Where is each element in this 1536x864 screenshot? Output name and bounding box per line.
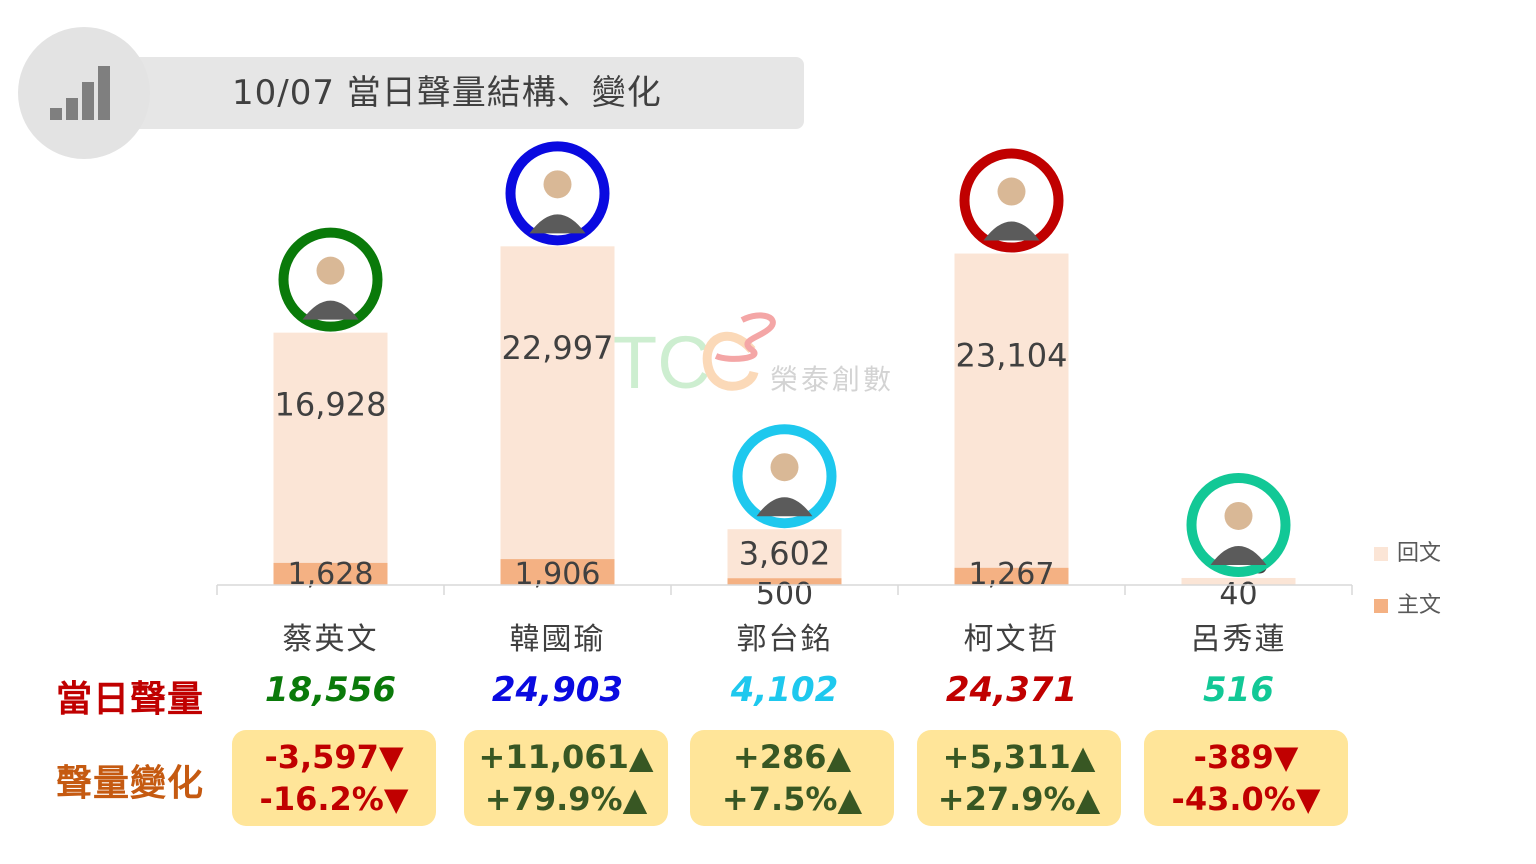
category-label: 郭台銘	[736, 622, 833, 657]
bar-segment-main	[954, 567, 1069, 585]
bar-segment-reply	[954, 253, 1069, 568]
category-label: 蔡英文	[282, 622, 379, 657]
page-title: 10/07 當日聲量結構、變化	[232, 73, 662, 113]
bar-signal-icon	[50, 66, 110, 120]
change-percent: +79.9%▲	[484, 780, 648, 818]
legend-item-main: 主文	[1374, 592, 1441, 620]
candidate-portrait-body	[1210, 545, 1267, 565]
category-label: 呂秀蓮	[1190, 622, 1287, 657]
change-box: +286▲ +7.5%▲	[690, 730, 894, 826]
row-label-change: 聲量變化	[56, 763, 205, 804]
change-box: +5,311▲ +27.9%▲	[917, 730, 1121, 826]
bar-segment-reply	[727, 529, 842, 579]
change-percent: -16.2%▼	[259, 780, 409, 818]
candidate-portrait-body	[529, 214, 586, 234]
data-label-reply: 23,104	[956, 337, 1068, 375]
legend-label-main: 主文	[1397, 593, 1442, 618]
daily-total: 24,903	[491, 670, 624, 710]
change-absolute: -389▼	[1193, 738, 1299, 776]
bar-segment-main	[500, 559, 615, 585]
legend-item-reply: 回文	[1374, 540, 1441, 568]
change-percent: +27.9%▲	[937, 780, 1101, 818]
daily-total: 516	[1203, 670, 1274, 710]
data-label-reply: 3,602	[739, 535, 831, 573]
legend-label-reply: 回文	[1397, 541, 1442, 566]
candidate-portrait-face	[543, 170, 572, 199]
data-label-main: 40	[1219, 577, 1257, 612]
watermark-text: 榮泰創數	[770, 363, 895, 396]
bar-segment-reply	[500, 246, 615, 560]
bar-segment-main	[273, 562, 388, 585]
data-label-main: 1,628	[288, 557, 374, 592]
legend-swatch-main	[1374, 599, 1388, 613]
bar-segment-reply	[1181, 577, 1296, 585]
legend-swatch-reply	[1374, 547, 1388, 561]
change-percent: +7.5%▲	[721, 780, 863, 818]
change-absolute: +11,061▲	[478, 738, 654, 776]
change-absolute: +286▲	[732, 738, 852, 776]
change-box: -3,597▼ -16.2%▼	[232, 730, 436, 826]
change-absolute: -3,597▼	[264, 738, 404, 776]
daily-total: 24,371	[945, 670, 1078, 710]
candidate-portrait-body	[302, 300, 359, 320]
candidate-portrait-body	[983, 221, 1040, 241]
data-label-reply: 22,997	[502, 329, 614, 367]
data-label-reply: 16,928	[275, 386, 387, 424]
bar-segment-reply	[273, 332, 388, 563]
data-label-main: 500	[756, 577, 813, 612]
row-label-total: 當日聲量	[56, 679, 205, 720]
data-label-main: 1,267	[969, 557, 1055, 592]
category-label: 韓國瑜	[509, 622, 606, 657]
bar-segment-main	[727, 578, 842, 585]
daily-total: 4,102	[730, 670, 839, 710]
change-box: -389▼ -43.0%▼	[1144, 730, 1348, 826]
candidate-portrait-body	[756, 497, 813, 517]
daily-total: 18,556	[264, 670, 397, 710]
candidate-portrait-face	[1224, 501, 1253, 530]
candidate-portrait-face	[316, 256, 345, 285]
change-absolute: +5,311▲	[942, 738, 1096, 776]
category-label: 柯文哲	[963, 622, 1060, 657]
data-label-main: 1,906	[515, 557, 601, 592]
chart-legend: 回文 主文	[1374, 540, 1441, 644]
candidate-portrait-face	[997, 177, 1026, 206]
change-percent: -43.0%▼	[1171, 780, 1321, 818]
header-bar	[92, 57, 804, 129]
change-box: +11,061▲ +79.9%▲	[464, 730, 668, 826]
candidate-portrait-face	[770, 453, 799, 482]
